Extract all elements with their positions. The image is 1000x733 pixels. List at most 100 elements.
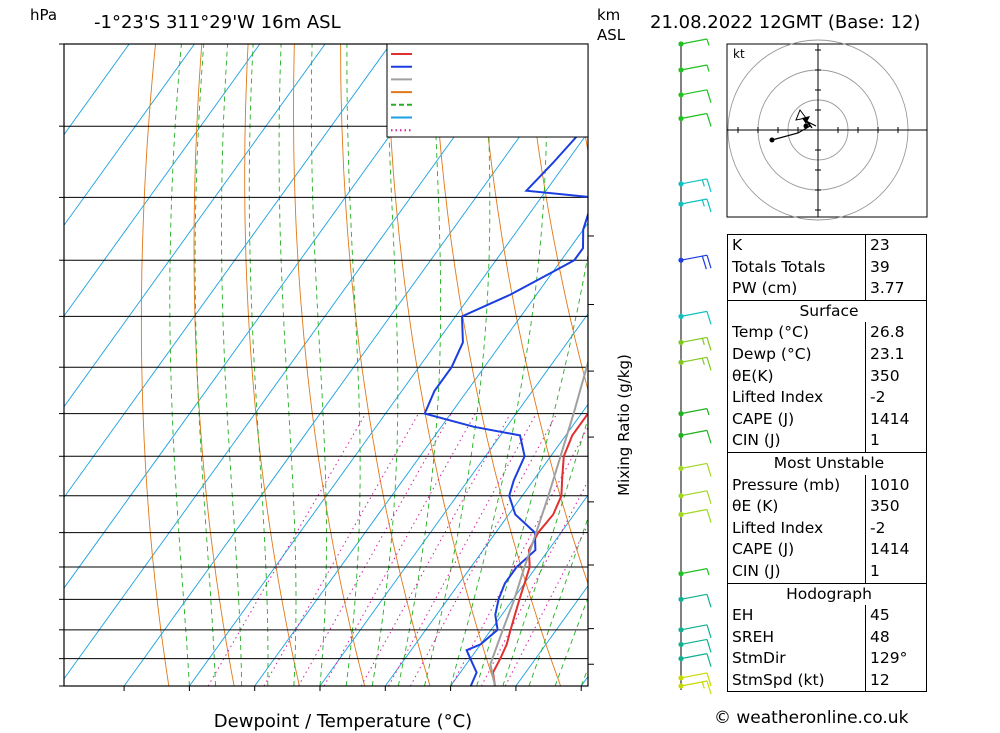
section-title: Surface [727,299,927,323]
index-label: CAPE (J) [727,408,866,431]
index-value: 1 [865,430,927,453]
isotherm-line [64,44,195,227]
pressure-axis [59,43,64,687]
dry-adiabat-line [942,44,1000,686]
index-row: θE(K) 350 [727,365,927,388]
index-row: StmSpd (kt) 12 [727,669,927,693]
mixing-ratio-line [207,413,367,686]
wind-barb [678,254,712,270]
isotherm-line [64,44,65,45]
index-value: 48 [865,626,927,649]
hodograph: kt [726,39,928,221]
isotherm-line [254,222,588,686]
index-label: CIN (J) [727,430,866,453]
legend [386,43,589,138]
series-parcel-trajectory [489,358,588,686]
wind-barb [678,624,712,638]
index-row: Lifted Index -2 [727,517,927,540]
wet-adiabat-line [345,44,361,686]
wind-barb [678,653,712,667]
index-row: θE (K) 350 [727,496,927,518]
index-value: 1 [865,560,927,584]
index-label: θE(K) [727,365,866,388]
wind-barb [678,356,712,371]
index-value: 39 [865,256,927,279]
km-axis [588,235,594,665]
mixing-ratio-axis-label: Mixing Ratio (g/kg) [615,354,633,496]
index-value: 1010 [865,474,927,497]
index-label: PW (cm) [727,278,866,301]
mixing-ratio-line [298,413,452,686]
index-label: CAPE (J) [727,539,866,561]
wet-adiabat-line [502,417,588,686]
isotherm-line [64,44,261,317]
index-row: CIN (J) 1 [727,430,927,453]
wind-barb [678,593,712,608]
dry-adiabat-line [140,44,170,686]
index-value: -2 [865,517,927,540]
isotherm-line [123,44,587,686]
index-row: Totals Totals 39 [727,256,927,279]
index-label: Lifted Index [727,517,866,540]
wind-barb [678,672,712,687]
wind-barb [678,198,712,213]
x-axis-label: Dewpoint / Temperature (°C) [214,711,472,732]
index-label: θE (K) [727,496,866,518]
pressure-unit-label: hPa [30,6,58,24]
wind-barb [678,178,712,193]
isotherm-line [319,312,588,686]
index-row: Dewp (°C) 23.1 [727,343,927,366]
index-value: -2 [865,387,927,409]
isotherm-line [189,131,588,686]
index-row: StmDir 129° [727,648,927,670]
isotherm-line [64,44,457,589]
wind-barb [678,568,710,577]
index-value: 3.77 [865,278,927,301]
wind-barb [678,638,712,653]
wet-adiabat-line [221,44,243,686]
storm-motion-marker [802,116,810,124]
wet-adiabat-line [424,44,491,686]
index-value: 45 [865,605,927,627]
index-value: 26.8 [865,322,927,344]
index-label: StmDir [727,648,866,670]
temperature-axis [123,686,582,691]
index-row: EH 45 [727,605,927,627]
section-header: Hodograph [727,582,927,606]
plot-frame [63,43,589,687]
wet-adiabat-line [450,44,548,686]
index-label: Pressure (mb) [727,474,866,497]
index-label: Dewp (°C) [727,343,866,366]
dry-adiabat-line [989,44,1000,686]
index-value: 23.1 [865,343,927,366]
index-value: 12 [865,669,927,693]
isotherm-line [64,44,522,680]
isotherm-line [450,494,588,686]
index-row: SREH 48 [727,626,927,649]
wind-barb [678,462,712,477]
hodograph-point [803,123,809,129]
wind-barb [678,490,712,504]
index-row: K 23 [727,233,927,257]
profiles [423,122,588,686]
wet-adiabat-line [476,252,588,686]
wind-barb [678,310,712,325]
index-label: StmSpd (kt) [727,669,866,693]
wet-adiabat-line [194,44,216,686]
section-header: Surface [727,299,927,323]
index-row: CIN (J) 1 [727,560,927,584]
index-label: SREH [727,626,866,649]
isotherm-line [384,403,588,686]
index-row: PW (cm) 3.77 [727,278,927,301]
mixing-ratio-line [410,413,558,686]
dry-adiabat-line [244,44,300,686]
index-value: 1414 [865,408,927,431]
index-value: 350 [865,365,927,388]
storm-motion-marker [795,108,807,121]
index-label: Totals Totals [727,256,866,279]
hodograph-point [769,137,775,143]
index-label: Temp (°C) [727,322,866,344]
wind-barb [678,64,710,73]
wind-barb [678,38,710,47]
